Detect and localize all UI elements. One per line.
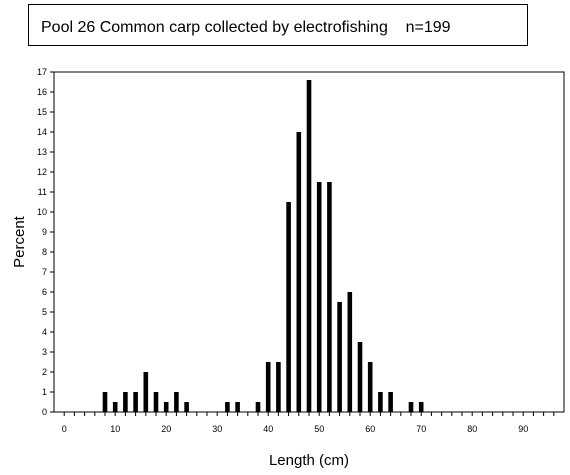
x-tick-label: 50 (314, 424, 324, 434)
y-tick-label: 13 (37, 147, 47, 157)
bar (408, 402, 414, 412)
y-tick-label: 12 (37, 167, 47, 177)
y-tick-label: 3 (42, 347, 47, 357)
bar (225, 402, 230, 412)
title-box: Pool 26 Common carp collected by electro… (28, 4, 528, 46)
y-axis-label: Percent (11, 215, 28, 268)
bar (174, 392, 179, 412)
bar (316, 182, 322, 412)
bar (296, 132, 302, 412)
y-tick-label: 15 (37, 107, 47, 117)
bar (418, 402, 424, 412)
y-tick-label: 6 (42, 287, 47, 297)
bar (255, 402, 261, 412)
chart-title: Pool 26 Common carp collected by electro… (41, 19, 451, 36)
bar (163, 402, 169, 412)
bar (367, 362, 373, 412)
y-tick-label: 8 (42, 247, 47, 257)
y-tick-label: 17 (37, 67, 47, 77)
bar (184, 402, 189, 412)
bar (123, 392, 128, 412)
x-tick-label: 80 (467, 424, 477, 434)
bar (102, 392, 108, 412)
x-tick-label: 20 (161, 424, 171, 434)
x-tick-label: 60 (365, 424, 375, 434)
y-tick-label: 1 (42, 387, 47, 397)
bar (265, 362, 271, 412)
bar (143, 372, 149, 412)
x-tick-label: 10 (110, 424, 120, 434)
bar (347, 292, 353, 412)
bar (286, 202, 291, 412)
y-tick-label: 14 (37, 127, 47, 137)
y-tick-label: 2 (42, 367, 47, 377)
bar (388, 392, 393, 412)
y-tick-label: 5 (42, 307, 47, 317)
bar (133, 392, 138, 412)
y-tick-label: 7 (42, 267, 47, 277)
x-tick-label: 40 (263, 424, 273, 434)
bar (235, 402, 240, 412)
y-tick-label: 16 (37, 87, 47, 97)
y-tick-label: 0 (42, 407, 47, 417)
bar (153, 392, 159, 412)
x-tick-label: 70 (416, 424, 426, 434)
y-tick-label: 4 (42, 327, 47, 337)
x-tick-label: 30 (212, 424, 222, 434)
x-tick-label: 0 (62, 424, 67, 434)
y-tick-label: 9 (42, 227, 47, 237)
bar (357, 342, 363, 412)
x-axis-label: Length (cm) (269, 452, 349, 469)
y-tick-label: 10 (37, 207, 47, 217)
x-tick-label: 90 (518, 424, 528, 434)
y-tick-label: 11 (38, 187, 47, 197)
bar (378, 392, 383, 412)
bar (112, 402, 118, 412)
bar (327, 182, 332, 412)
bar (276, 362, 281, 412)
bar (337, 302, 342, 412)
bar (306, 80, 312, 412)
bars (102, 80, 424, 412)
